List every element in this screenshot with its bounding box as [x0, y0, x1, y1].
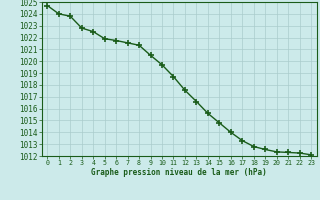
X-axis label: Graphe pression niveau de la mer (hPa): Graphe pression niveau de la mer (hPa): [91, 168, 267, 177]
